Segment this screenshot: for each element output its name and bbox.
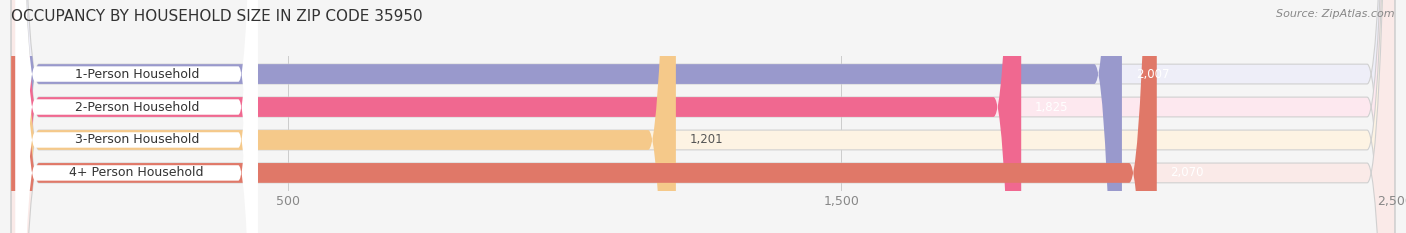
Text: Source: ZipAtlas.com: Source: ZipAtlas.com xyxy=(1277,9,1395,19)
Text: 1,825: 1,825 xyxy=(1035,100,1069,113)
Text: OCCUPANCY BY HOUSEHOLD SIZE IN ZIP CODE 35950: OCCUPANCY BY HOUSEHOLD SIZE IN ZIP CODE … xyxy=(11,9,423,24)
FancyBboxPatch shape xyxy=(11,0,1122,233)
Text: 1-Person Household: 1-Person Household xyxy=(75,68,198,81)
Text: 3-Person Household: 3-Person Household xyxy=(75,134,198,147)
FancyBboxPatch shape xyxy=(11,0,1395,233)
FancyBboxPatch shape xyxy=(15,0,257,233)
FancyBboxPatch shape xyxy=(15,0,257,233)
FancyBboxPatch shape xyxy=(15,0,257,233)
Text: 2-Person Household: 2-Person Household xyxy=(75,100,198,113)
FancyBboxPatch shape xyxy=(11,0,1395,233)
FancyBboxPatch shape xyxy=(11,0,1395,233)
Text: 2,070: 2,070 xyxy=(1171,166,1204,179)
Text: 2,007: 2,007 xyxy=(1136,68,1170,81)
FancyBboxPatch shape xyxy=(11,0,1021,233)
FancyBboxPatch shape xyxy=(11,0,1395,233)
Text: 1,201: 1,201 xyxy=(690,134,723,147)
FancyBboxPatch shape xyxy=(11,0,676,233)
FancyBboxPatch shape xyxy=(11,0,1157,233)
Text: 4+ Person Household: 4+ Person Household xyxy=(69,166,204,179)
FancyBboxPatch shape xyxy=(15,0,257,233)
